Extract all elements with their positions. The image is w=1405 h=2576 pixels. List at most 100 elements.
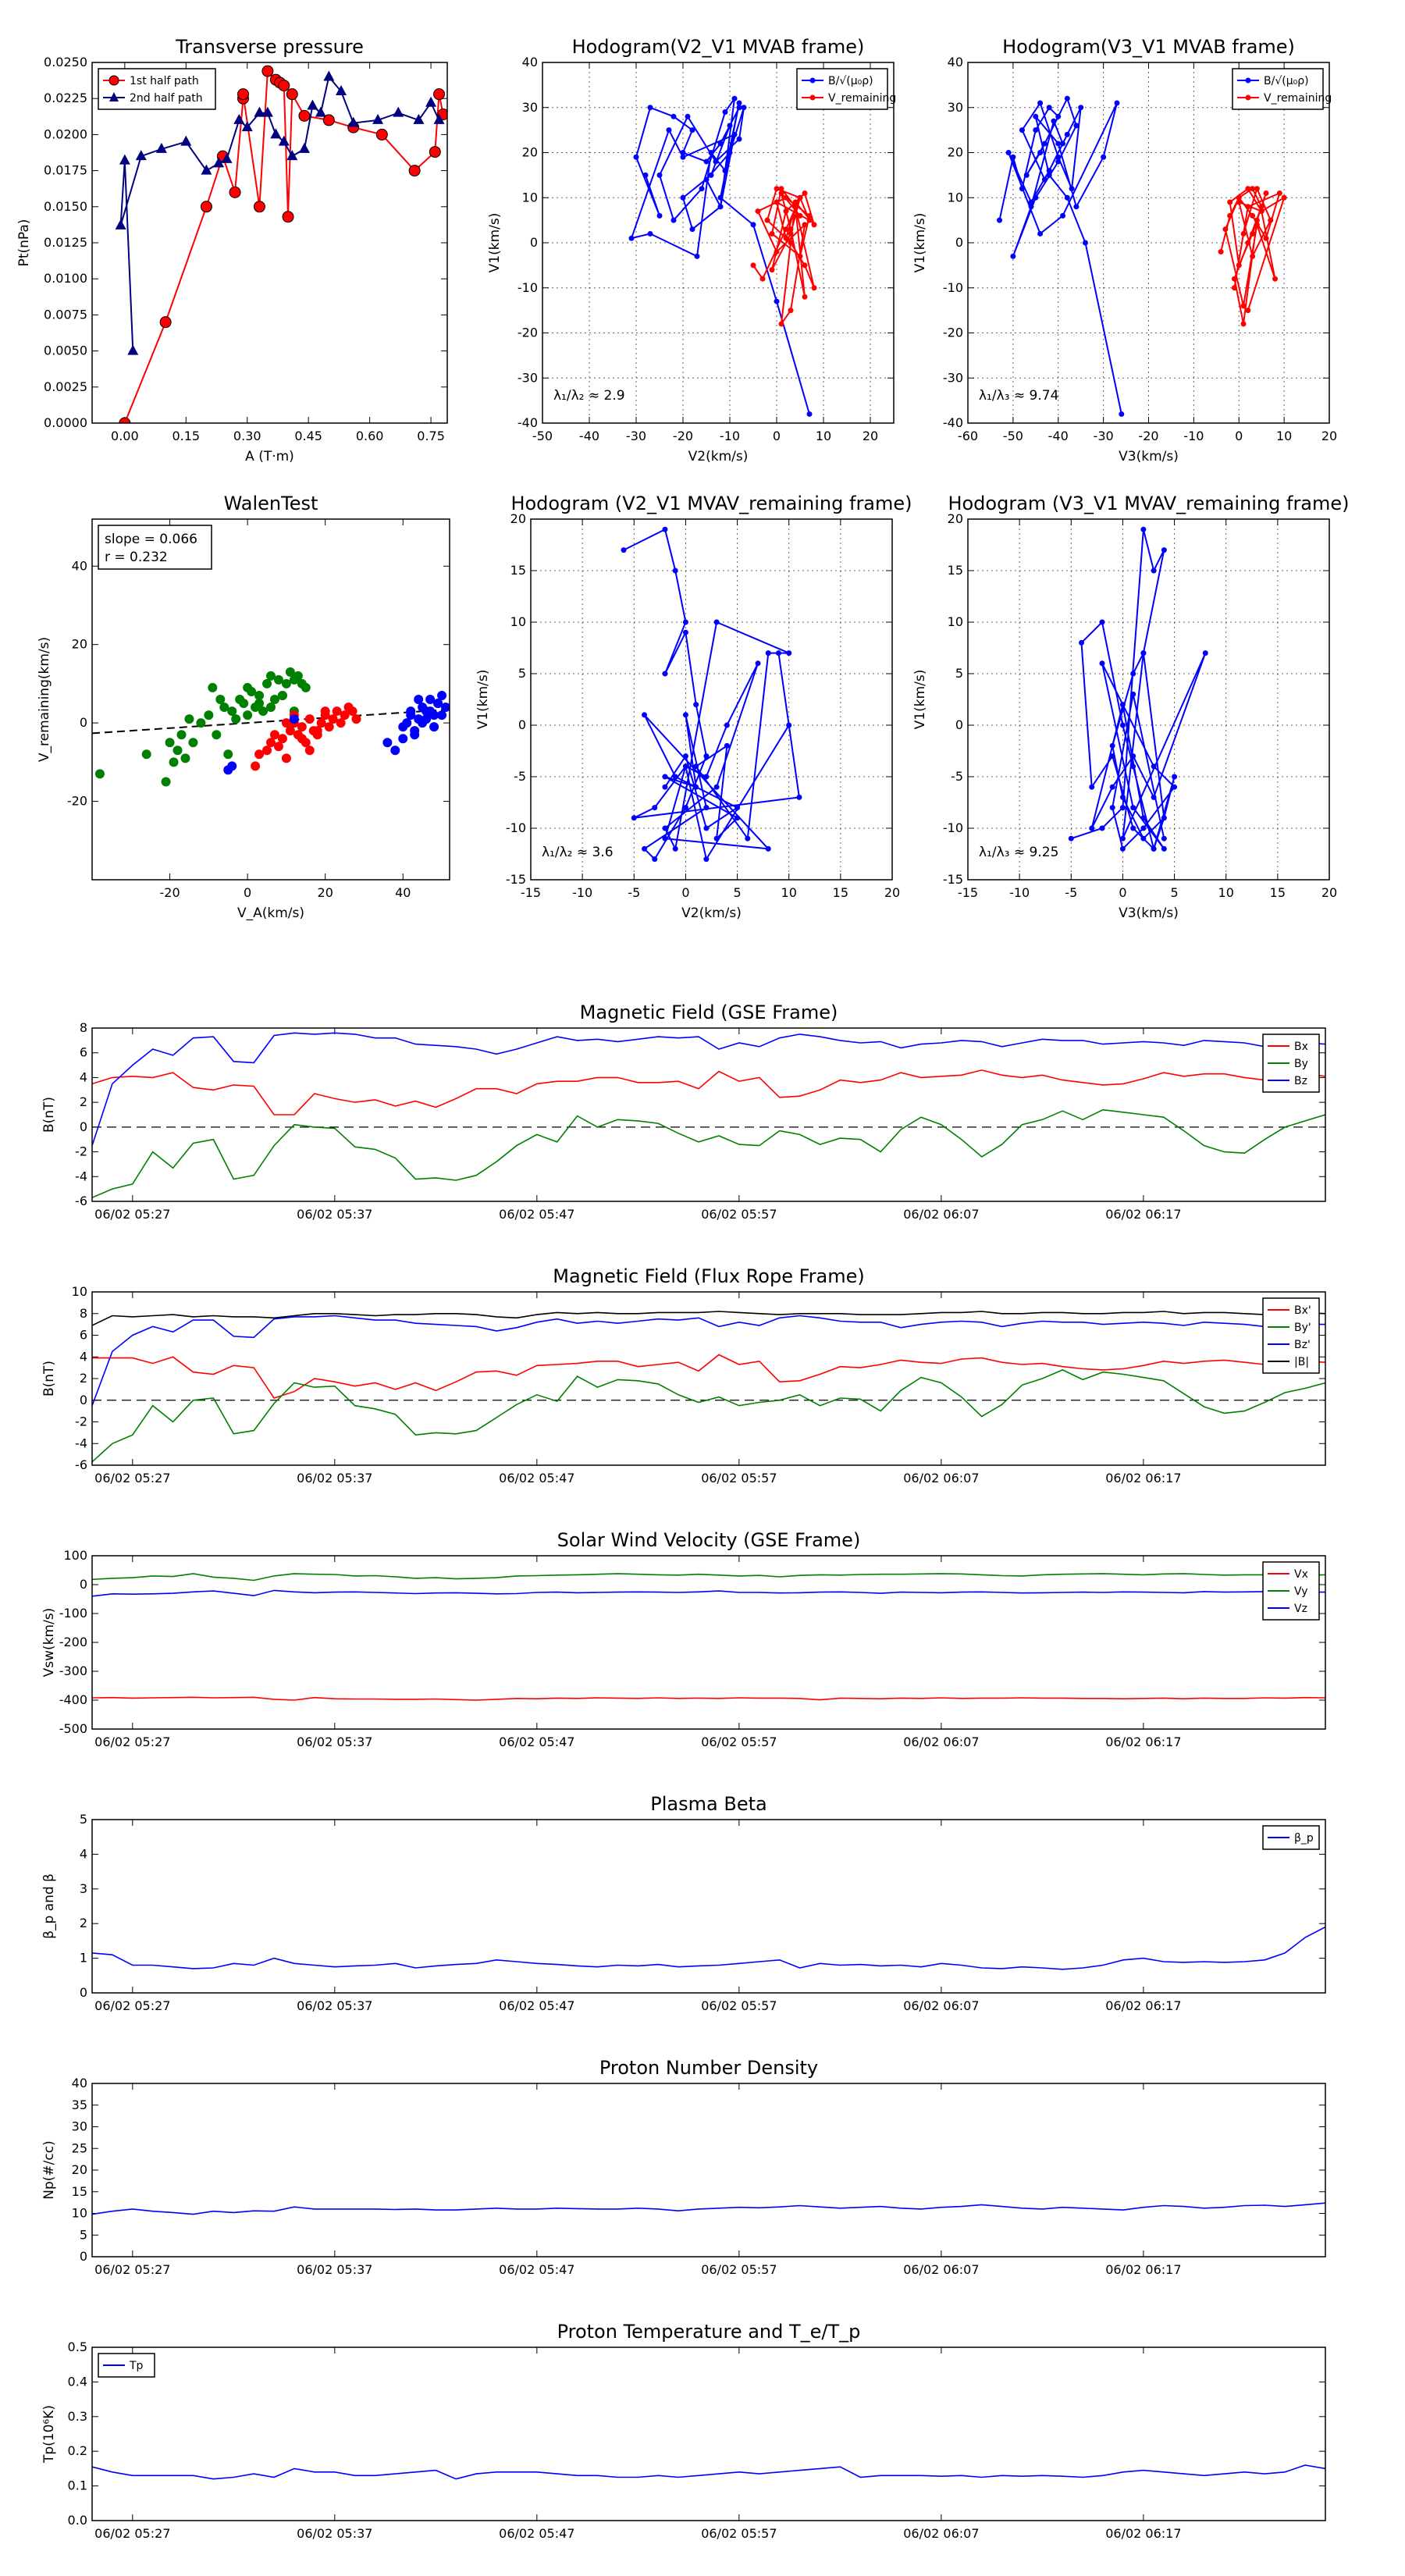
data-point	[647, 230, 653, 237]
data-point	[273, 674, 283, 685]
y-tick-label: 30	[948, 100, 963, 115]
legend-label: By'	[1294, 1322, 1311, 1334]
data-point	[184, 714, 194, 724]
data-point	[1082, 240, 1088, 246]
legend: B/√(μ₀ρ) V_remaining	[1232, 68, 1332, 110]
data-point	[736, 100, 742, 106]
data-point	[312, 726, 322, 736]
data-point	[1161, 835, 1167, 841]
y-tick-label: -2	[75, 1144, 87, 1159]
data-point	[229, 186, 241, 198]
data-point	[237, 88, 250, 101]
data-point	[281, 753, 291, 763]
data-point	[307, 99, 318, 110]
legend-label: Vy	[1294, 1585, 1308, 1598]
data-point	[316, 718, 326, 728]
data-point	[429, 146, 441, 158]
data-point	[652, 805, 658, 811]
y-axis-label: Pt(nPa)	[16, 219, 32, 267]
y-tick-label: 20	[948, 145, 963, 160]
plot-area	[92, 1573, 1325, 1701]
y-tick-label: 0.1	[68, 2478, 87, 2493]
data-point	[201, 164, 212, 175]
data-point	[94, 769, 105, 779]
legend-marker	[1245, 77, 1251, 84]
data-point	[277, 690, 287, 700]
y-tick-label: 0.0175	[44, 163, 87, 178]
data-point	[141, 749, 151, 760]
data-point	[778, 186, 784, 192]
data-point	[1114, 100, 1120, 106]
chart-title: Proton Number Density	[599, 2057, 818, 2079]
data-point	[115, 219, 126, 229]
y-tick-label: 0.0000	[44, 415, 87, 430]
y-tick-label: -40	[518, 415, 538, 430]
data-point	[662, 526, 668, 532]
x-tick-label: 06/02 05:57	[701, 1998, 777, 2013]
data-point	[775, 650, 781, 656]
data-point	[1078, 105, 1084, 111]
data-point	[1236, 199, 1242, 205]
data-point	[406, 706, 416, 717]
plot-frame	[91, 2347, 1326, 2521]
chart-title: Solar Wind Velocity (GSE Frame)	[557, 1529, 861, 1551]
y-tick-label: 5	[80, 1812, 87, 1827]
data-point	[200, 201, 212, 213]
plot-area	[92, 1311, 1325, 1463]
series-line	[92, 2464, 1325, 2480]
data-point	[180, 135, 192, 146]
data-point	[1033, 127, 1039, 133]
chart-panel-12: Proton Temperature and T_e/T_p 06/02 05:2…	[41, 2321, 1326, 2541]
data-point	[672, 774, 678, 780]
chart-panel-11: Proton Number Density 06/02 05:27 06/02 05…	[41, 2057, 1326, 2277]
data-point	[797, 253, 803, 259]
data-point	[204, 710, 214, 720]
y-tick-label: -100	[59, 1606, 87, 1621]
annotation-box	[98, 525, 212, 570]
data-point	[1140, 526, 1147, 532]
series-line	[630, 98, 810, 415]
data-point	[1258, 204, 1264, 210]
data-point	[731, 95, 738, 101]
data-point	[1140, 650, 1147, 656]
data-point	[703, 774, 710, 780]
x-axis-label: V3(km/s)	[1119, 449, 1179, 464]
y-tick-label: -10	[943, 820, 963, 835]
data-point	[1033, 113, 1039, 119]
x-tick-label: 06/02 05:27	[94, 1735, 170, 1749]
data-point	[1151, 794, 1157, 800]
y-tick-label: -2	[75, 1414, 87, 1429]
y-tick-label: -5	[951, 769, 963, 784]
data-point	[731, 131, 738, 137]
plot-frame	[530, 518, 893, 881]
chart-title: Proton Temperature and T_e/T_p	[557, 2321, 861, 2343]
data-point	[666, 127, 672, 133]
data-point	[1037, 150, 1044, 155]
data-point	[786, 650, 792, 656]
data-point	[759, 276, 766, 282]
data-point	[402, 718, 412, 728]
data-point	[1099, 619, 1105, 625]
x-tick-label: 10	[781, 885, 797, 900]
y-tick-label: 0.5	[68, 2339, 87, 2354]
data-point	[254, 106, 265, 117]
data-point	[774, 249, 780, 255]
y-tick-label: 0	[80, 2249, 87, 2264]
data-point	[261, 106, 273, 117]
data-point	[1119, 845, 1126, 852]
data-point	[735, 815, 741, 821]
data-point	[741, 105, 747, 111]
data-point	[437, 690, 447, 700]
plot-frame	[91, 1027, 1326, 1202]
data-point	[672, 568, 678, 574]
data-point	[802, 262, 808, 269]
data-point	[736, 136, 742, 142]
data-point	[433, 88, 446, 101]
data-point	[243, 710, 253, 720]
series-line	[92, 1032, 1325, 1146]
data-point	[347, 116, 359, 127]
data-point	[212, 730, 222, 740]
data-point	[351, 714, 361, 724]
plot-frame	[91, 1819, 1326, 1994]
legend-label: Vz	[1294, 1603, 1307, 1615]
